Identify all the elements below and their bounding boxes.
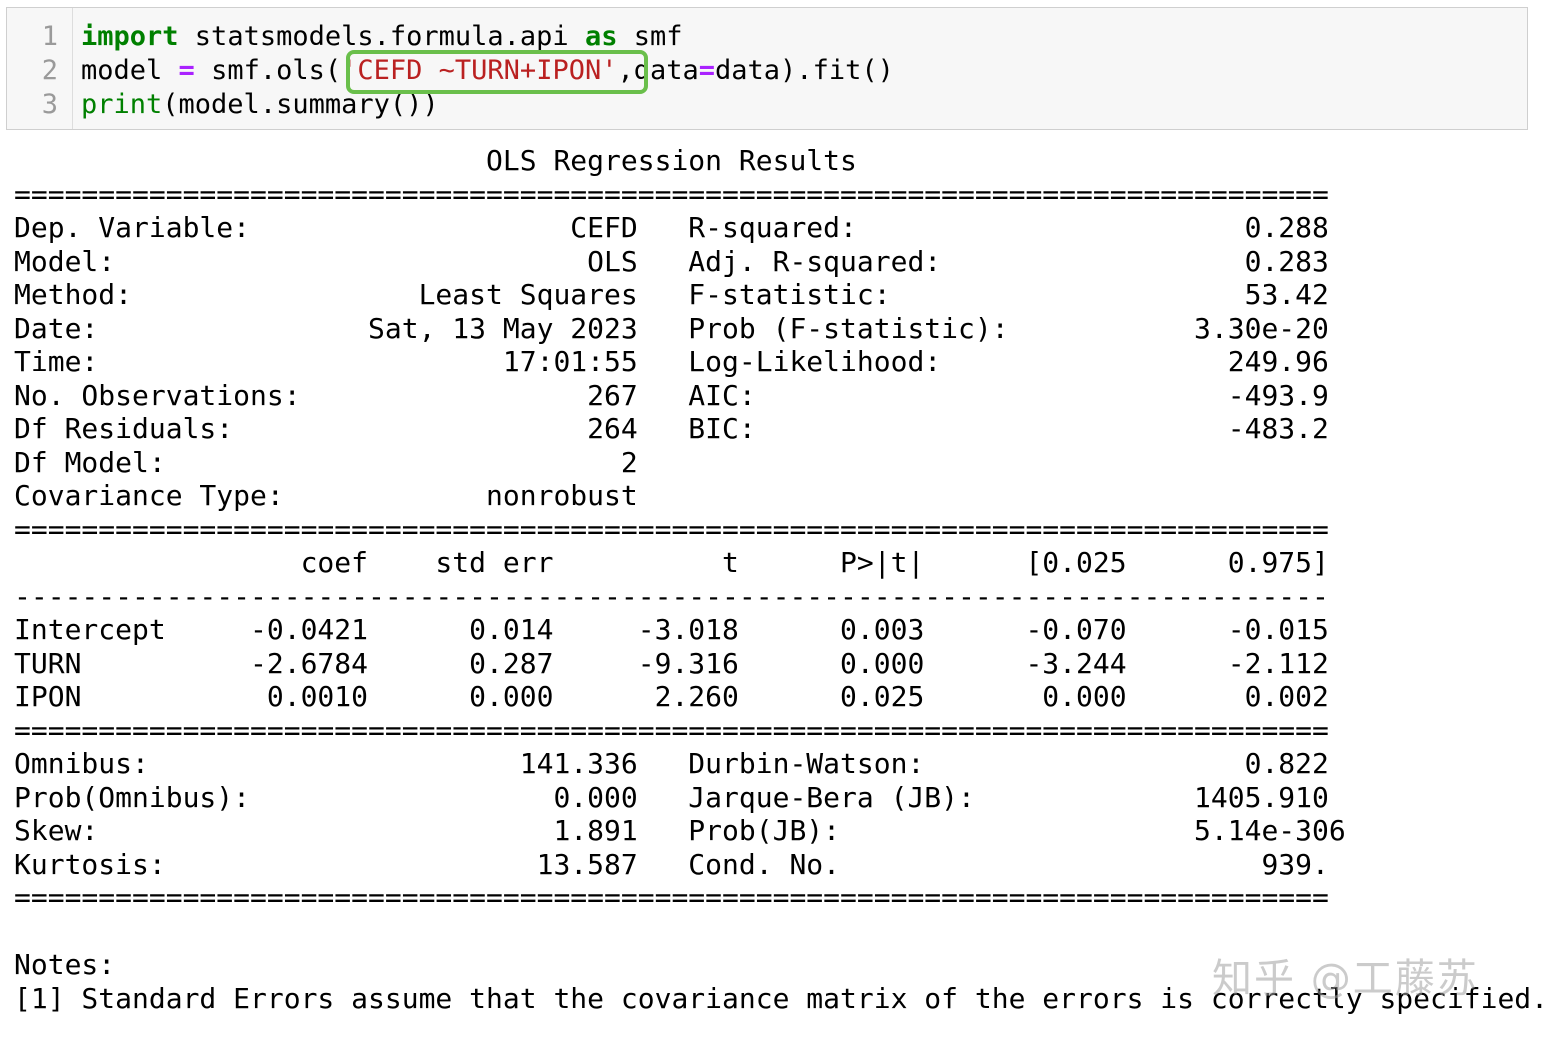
summary-call: (model.summary()) (162, 89, 439, 120)
line-number: 2 (41, 55, 58, 86)
output-line: Date: Sat, 13 May 2023 Prob (F-statistic… (14, 311, 1329, 345)
watermark: 知乎 @工藤苏 (1212, 956, 1479, 1002)
module-name: statsmodels.formula.api (178, 21, 585, 52)
builtin-print: print (81, 89, 163, 120)
output-line: Method: Least Squares F-statistic: 53.42 (14, 278, 1329, 311)
output-line: ========================================… (14, 177, 1329, 211)
output-line: IPON 0.0010 0.000 2.260 0.025 0.000 0.00… (14, 680, 1329, 713)
assign-operator: = (178, 55, 195, 86)
output-line: ========================================… (14, 881, 1329, 914)
output-line (14, 915, 1546, 949)
line-number: 1 (41, 21, 58, 52)
keyword-import: import (81, 21, 179, 52)
output-line: Time: 17:01:55 Log-Likelihood: 249.96 (14, 345, 1329, 378)
output-line: ----------------------------------------… (14, 579, 1329, 613)
output-line: Notes: (14, 948, 116, 981)
output-line: Omnibus: 141.336 Durbin-Watson: 0.822 (14, 747, 1329, 780)
line-number: 3 (41, 89, 58, 120)
output-line: Df Residuals: 264 BIC: -483.2 (14, 412, 1329, 445)
ols-call: smf.ols( (194, 55, 342, 86)
output-line: Kurtosis: 13.587 Cond. No. 939. (14, 847, 1329, 881)
module-alias: smf (617, 21, 683, 52)
output-line: [1] Standard Errors assume that the cova… (14, 981, 1546, 1015)
output-line: ========================================… (14, 512, 1329, 546)
output-line: TURN -2.6784 0.287 -9.316 0.000 -3.244 -… (14, 646, 1329, 680)
output-line: Df Model: 2 (14, 445, 1329, 479)
formula-highlight-box (346, 50, 648, 94)
formula-string: 'CEFD ~TURN+IPON' (341, 55, 618, 86)
output-line: Skew: 1.891 Prob(JB): 5.14e-306 (14, 814, 1346, 847)
arg-comma: , (617, 55, 634, 86)
code-line-1[interactable]: import statsmodels.formula.api as smf (81, 20, 682, 54)
kwarg-operator: = (698, 55, 716, 86)
code-line-3[interactable]: print(model.summary()) (81, 88, 439, 122)
output-line: No. Observations: 267 AIC: -493.9 (14, 378, 1329, 412)
ols-summary-output: OLS Regression Results =================… (14, 144, 1546, 1015)
fit-call: data).fit() (715, 55, 894, 86)
variable-model: model (81, 55, 179, 86)
output-line: Prob(Omnibus): 0.000 Jarque-Bera (JB): 1… (14, 780, 1329, 814)
output-line: OLS Regression Results (14, 144, 1329, 177)
keyword-as: as (584, 21, 618, 52)
output-line: Intercept -0.0421 0.014 -3.018 0.003 -0.… (14, 613, 1329, 646)
line-number-gutter: 1 2 3 (7, 8, 73, 129)
code-cell[interactable]: 1 2 3 import statsmodels.formula.api as … (6, 7, 1528, 130)
output-line: coef std err t P>|t| [0.025 0.975] (14, 546, 1329, 579)
output-line: ========================================… (14, 713, 1329, 747)
output-line: Dep. Variable: CEFD R-squared: 0.288 (14, 211, 1329, 244)
output-line: Model: OLS Adj. R-squared: 0.283 (14, 244, 1329, 278)
code-line-2[interactable]: model = smf.ols('CEFD ~TURN+IPON',data=d… (81, 54, 894, 88)
output-line: Covariance Type: nonrobust (14, 479, 1329, 512)
